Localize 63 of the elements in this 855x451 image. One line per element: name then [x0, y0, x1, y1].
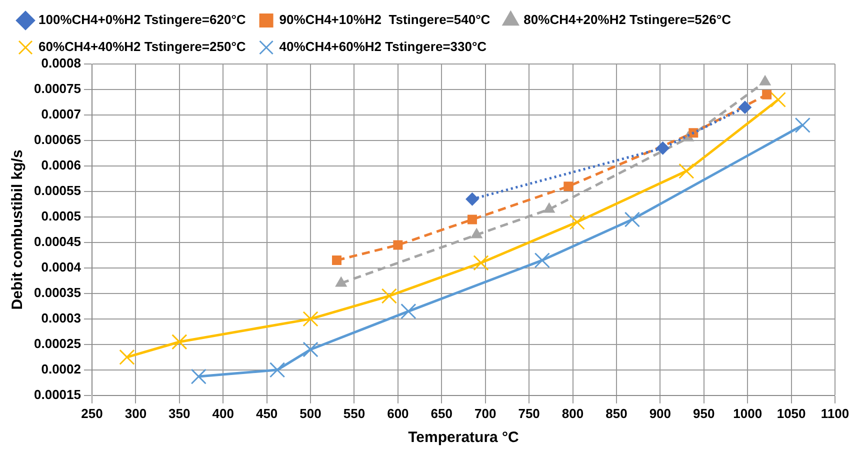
y-tick-label: 0.0005	[41, 208, 81, 224]
y-tick-label: 0.00045	[34, 234, 81, 250]
point	[302, 311, 318, 327]
y-tick-label: 0.0006	[41, 158, 81, 173]
point	[466, 192, 479, 206]
point	[473, 255, 489, 271]
legend-label: 90%CH4+10%H2 Tstingere=540°C	[279, 12, 491, 28]
point	[172, 334, 188, 350]
x-tick-label: 550	[343, 406, 366, 421]
x-tick-label: 600	[387, 406, 409, 421]
y-tick-label: 0.0002	[41, 361, 81, 376]
legend-label: 80%CH4+20%H2 Tstingere=526°C	[524, 12, 732, 28]
x-tick-label: 750	[518, 406, 540, 421]
point	[467, 214, 477, 224]
y-tick-label: 0.0008	[41, 56, 81, 71]
y-tick-label: 0.00035	[34, 285, 81, 300]
x-tick-label: 850	[606, 406, 628, 421]
x-tick-label: 900	[649, 406, 672, 421]
y-tick-label: 0.00015	[34, 386, 81, 402]
point	[381, 288, 398, 304]
y-tick-label: 0.00025	[34, 336, 81, 351]
point	[569, 214, 585, 230]
point	[534, 252, 550, 268]
y-tick-label: 0.00065	[34, 132, 81, 148]
x-tick-label: 950	[693, 406, 715, 421]
x-tick-label: 700	[474, 406, 496, 421]
point	[738, 100, 752, 114]
point	[302, 342, 318, 358]
point	[332, 256, 342, 266]
point	[190, 368, 206, 384]
point	[335, 276, 347, 287]
x-tick-label: 250	[81, 406, 103, 421]
x-tick-label: 1050	[776, 406, 806, 421]
y-tick-label: 0.0007	[41, 106, 81, 122]
point	[393, 240, 403, 250]
x-tick-label: 450	[256, 406, 278, 421]
point	[564, 182, 574, 192]
x-tick-label: 300	[124, 406, 147, 421]
y-tick-label: 0.0004	[41, 260, 82, 275]
x-tick-label: 650	[430, 406, 452, 421]
legend-label: 60%CH4+40%H2 Tstingere=250°C	[38, 39, 246, 54]
x-tick-label: 500	[300, 406, 322, 421]
legend-label: 100%CH4+0%H2 Tstingere=620°C	[38, 12, 246, 28]
point	[678, 163, 694, 179]
x-tick-label: 1000	[733, 406, 762, 421]
y-axis-title: Debit combustibil kg/s	[9, 150, 26, 310]
point	[624, 212, 640, 228]
x-tick-label: 1100	[820, 406, 850, 421]
y-tick-label: 0.0003	[41, 310, 81, 326]
point	[119, 349, 135, 365]
x-axis-title: Temperatura °C	[408, 429, 520, 446]
point	[794, 117, 810, 134]
point	[269, 362, 286, 378]
y-tick-label: 0.00075	[34, 81, 81, 96]
point	[770, 92, 786, 108]
x-tick-label: 400	[212, 406, 234, 421]
y-tick-label: 0.00055	[34, 183, 81, 198]
point	[656, 142, 670, 155]
x-tick-label: 350	[168, 406, 190, 421]
x-tick-label: 800	[562, 406, 584, 421]
legend-label: 40%CH4+60%H2 Tstingere=330°C	[279, 39, 488, 54]
point	[762, 90, 772, 100]
point	[400, 303, 416, 320]
